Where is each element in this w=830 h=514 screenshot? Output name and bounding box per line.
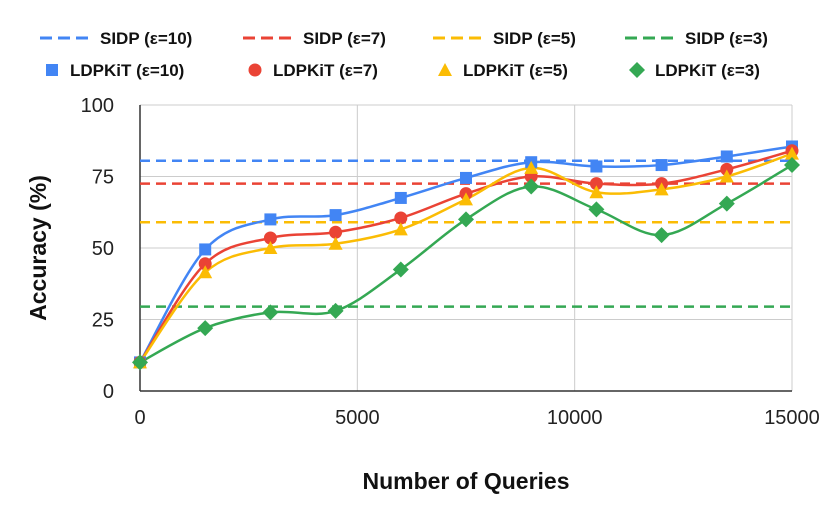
x-tick-label: 5000 — [335, 407, 380, 429]
x-tick-label: 10000 — [547, 407, 603, 429]
legend-label: SIDP (ε=5) — [493, 29, 576, 48]
legend-label: SIDP (ε=10) — [100, 29, 192, 48]
series-line — [138, 152, 793, 364]
data-point — [718, 195, 735, 212]
data-point — [329, 209, 342, 222]
data-point — [655, 159, 668, 172]
data-point — [590, 160, 603, 173]
series-markers — [132, 140, 800, 371]
legend-swatch — [248, 63, 262, 77]
data-point — [653, 227, 670, 244]
data-point — [588, 201, 605, 218]
x-axis-title: Number of Queries — [362, 468, 569, 494]
grid — [140, 104, 793, 391]
data-point — [524, 160, 539, 174]
y-axis-title: Accuracy (%) — [25, 175, 51, 321]
data-point — [720, 150, 733, 163]
legend: SIDP (ε=10) SIDP (ε=7) SIDP (ε=5) SIDP (ε=3… — [40, 29, 768, 80]
data-point — [198, 265, 213, 279]
legend-swatch — [46, 64, 58, 76]
data-point — [720, 162, 734, 176]
legend-swatch — [438, 63, 452, 76]
data-point — [327, 302, 344, 319]
data-point — [589, 185, 604, 199]
y-tick-label: 25 — [92, 310, 114, 332]
data-point — [263, 241, 278, 254]
data-point — [785, 146, 799, 160]
data-point — [654, 182, 669, 196]
data-point — [329, 225, 343, 239]
x-tick-label: 15000 — [764, 407, 820, 429]
data-point — [394, 211, 408, 225]
legend-label: LDPKiT (ε=7) — [273, 61, 378, 80]
legend-label: SIDP (ε=7) — [303, 29, 386, 48]
data-point — [719, 169, 734, 183]
data-point — [784, 157, 800, 174]
y-tick-label: 50 — [92, 238, 114, 260]
legend-label: SIDP (ε=3) — [685, 29, 768, 48]
data-point — [589, 177, 603, 191]
data-point — [328, 236, 343, 250]
legend-label: LDPKiT (ε=10) — [70, 61, 184, 80]
data-point — [198, 257, 212, 271]
data-point — [460, 171, 472, 184]
legend-label: LDPKiT (ε=5) — [463, 61, 568, 80]
axes: 0 25 50 75 100 0 5000 10000 15000 — [81, 95, 820, 429]
data-point — [523, 178, 540, 195]
data-point — [264, 213, 277, 226]
data-point — [197, 320, 214, 337]
legend-swatch — [629, 62, 645, 78]
data-point — [263, 231, 277, 245]
y-tick-label: 0 — [103, 381, 114, 403]
data-point — [199, 243, 212, 256]
y-tick-label: 75 — [92, 167, 114, 189]
data-point — [458, 211, 474, 228]
data-point — [394, 191, 407, 204]
data-point — [459, 192, 473, 206]
data-point — [393, 222, 408, 236]
y-tick-label: 100 — [81, 95, 114, 117]
data-point — [132, 354, 148, 371]
data-point — [392, 261, 409, 278]
data-point — [262, 304, 279, 321]
x-tick-label: 0 — [134, 407, 145, 429]
legend-label: LDPKiT (ε=3) — [655, 61, 760, 80]
